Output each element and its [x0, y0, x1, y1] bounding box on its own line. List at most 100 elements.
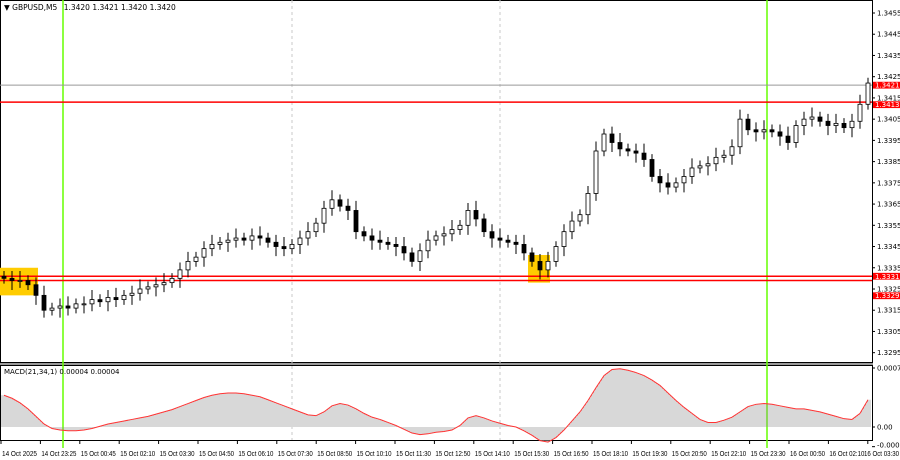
price-axis[interactable]: 1.3455 1.3445 1.3435 1.3425 1.3415 1.3405 1.33…: [872, 10, 900, 450]
candle-body: [649, 159, 655, 177]
candle-body: [361, 231, 367, 237]
price-axis-label: 1.3425: [877, 73, 900, 81]
candle-body: [561, 231, 567, 247]
candle-body: [841, 122, 847, 129]
candle-body: [721, 154, 727, 158]
candle-body: [553, 246, 559, 262]
candle-body: [577, 214, 583, 222]
candle-body: [177, 269, 183, 279]
candle-body: [529, 252, 535, 262]
candles: [1, 77, 871, 318]
candle-body: [713, 156, 719, 165]
price-axis-label: 1.3405: [877, 116, 900, 124]
time-axis-label: 16 Oct 02:10: [829, 451, 864, 458]
level-price-tag: [873, 81, 900, 89]
candle-body: [641, 152, 647, 160]
candle-body: [113, 297, 119, 301]
candle-body: [409, 252, 415, 262]
main-pane-frame: [0, 0, 873, 363]
candle-body: [785, 135, 791, 143]
candle-body: [537, 260, 543, 271]
candle-body: [289, 244, 295, 250]
candle-body: [593, 150, 599, 194]
candle-body: [225, 239, 231, 243]
candle-body: [737, 118, 743, 148]
candle-body: [497, 237, 503, 241]
level-price-tag: [873, 292, 900, 300]
candle-body: [705, 163, 711, 167]
candle-body: [657, 176, 663, 184]
candle-body: [201, 248, 207, 258]
price-axis-label: 1.3295: [877, 349, 900, 357]
vertical-lines: [62, 0, 768, 448]
candle-body: [345, 205, 351, 211]
candle-body: [297, 237, 303, 245]
time-axis-label: 15 Oct 04:50: [199, 451, 234, 458]
time-axis-label: 15 Oct 10:10: [357, 451, 392, 458]
time-axis-label: 15 Oct 22:10: [711, 451, 746, 458]
candle-body: [145, 286, 151, 290]
candle-body: [769, 129, 775, 133]
price-axis-label: 1.3395: [877, 137, 900, 145]
candle-body: [809, 116, 815, 120]
candle-body: [217, 241, 223, 245]
time-axis[interactable]: 14 Oct 2025 14 Oct 23:25 15 Oct 00:45 15 Oc…: [0, 441, 899, 458]
candle-body: [441, 233, 447, 237]
time-axis-label: 15 Oct 02:10: [120, 451, 155, 458]
ohlc-readout: 1.3420 1.3421 1.3420 1.3420: [63, 3, 176, 12]
time-axis-label: 14 Oct 2025: [2, 451, 37, 458]
candle-body: [753, 129, 759, 133]
candle-body: [33, 284, 39, 296]
macd-label: MACD(21,34,1) 0.00004 0.00004: [4, 368, 120, 376]
time-axis-label: 15 Oct 08:50: [317, 451, 352, 458]
candle-body: [825, 120, 831, 126]
candle-body: [433, 235, 439, 241]
candle-body: [729, 146, 735, 156]
macd-signal-line: [3, 368, 869, 443]
candle-body: [417, 250, 423, 262]
candle-body: [681, 176, 687, 184]
price-axis-label: 1.3435: [877, 52, 900, 60]
time-axis-label: 16 Oct 03:30: [864, 451, 899, 458]
candle-body: [465, 210, 471, 226]
time-axis-label: 15 Oct 03:30: [160, 451, 195, 458]
level-price-label: 1.3329: [875, 292, 900, 300]
candle-body: [153, 284, 159, 288]
candle-body: [457, 224, 463, 230]
candle-body: [625, 148, 631, 152]
candle-body: [193, 256, 199, 262]
candle-body: [249, 235, 255, 241]
candle-body: [777, 131, 783, 137]
candle-body: [633, 150, 639, 154]
pane-splitter: [0, 363, 873, 365]
candle-body: [41, 294, 47, 311]
candle-body: [473, 210, 479, 220]
time-axis-label: 15 Oct 19:30: [632, 451, 667, 458]
candle-body: [129, 292, 135, 296]
time-axis-label: 15 Oct 12:50: [435, 451, 470, 458]
time-axis-label: 15 Oct 07:30: [278, 451, 313, 458]
candle-body: [257, 235, 263, 239]
time-axis-label: 15 Oct 14:10: [475, 451, 510, 458]
level-price-label: 1.3421: [875, 82, 900, 90]
candle-body: [73, 303, 79, 309]
price-axis-label: 1.3375: [877, 179, 900, 187]
candle-body: [313, 222, 319, 233]
candle-body: [673, 182, 679, 188]
price-axis-label: 1.3385: [877, 158, 900, 166]
dropdown-triangle-icon[interactable]: ▼: [4, 3, 10, 12]
candle-body: [1, 275, 7, 279]
candle-body: [865, 82, 871, 105]
candle-body: [321, 207, 327, 224]
candle-body: [65, 305, 71, 309]
candle-body: [513, 241, 519, 245]
macd-axis-label: -0.00026: [877, 442, 900, 450]
candle-body: [49, 307, 55, 311]
candle-body: [833, 122, 839, 126]
candle-body: [25, 280, 31, 286]
candle-body: [353, 210, 359, 233]
time-axis-label: 15 Oct 23:30: [751, 451, 786, 458]
candle-body: [393, 244, 399, 247]
candle-body: [745, 118, 751, 131]
